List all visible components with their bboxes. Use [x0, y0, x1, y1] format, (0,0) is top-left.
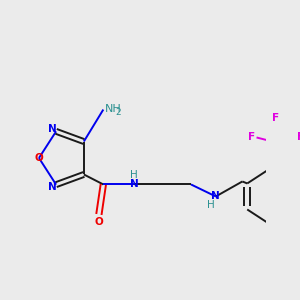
Text: O: O	[94, 218, 103, 227]
Text: N: N	[212, 191, 220, 202]
Text: F: F	[248, 133, 255, 142]
Text: N: N	[48, 124, 57, 134]
Text: H: H	[208, 200, 215, 211]
Text: O: O	[34, 153, 43, 163]
Text: NH: NH	[105, 103, 122, 113]
Text: F: F	[297, 133, 300, 142]
Text: 2: 2	[116, 108, 121, 117]
Text: H: H	[130, 170, 138, 181]
Text: N: N	[48, 182, 57, 192]
Text: F: F	[272, 113, 280, 124]
Text: N: N	[130, 179, 139, 190]
